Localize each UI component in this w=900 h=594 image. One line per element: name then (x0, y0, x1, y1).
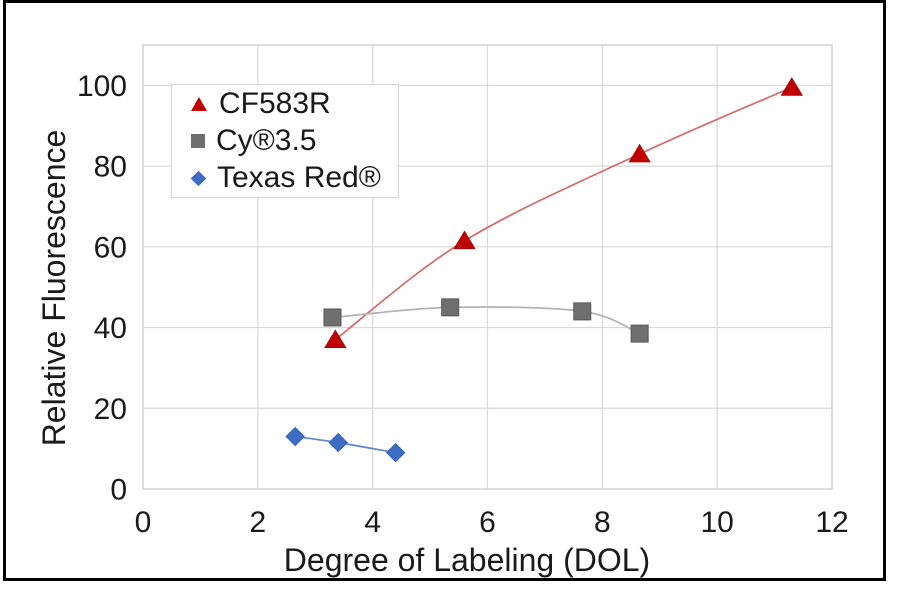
data-point-triangle (453, 230, 476, 250)
legend: CF583R Cy®3.5 Texas Red® (171, 84, 399, 198)
x-tick-label: 10 (700, 506, 733, 539)
y-tick-label: 100 (77, 70, 127, 103)
data-point-square (441, 298, 460, 317)
x-tick-label: 2 (249, 506, 266, 539)
x-tick-label: 8 (594, 506, 611, 539)
legend-label: Cy®3.5 (216, 123, 317, 157)
data-point-square (323, 308, 342, 327)
data-point-square (573, 302, 592, 321)
data-point-diamond (285, 426, 305, 447)
data-point-triangle (324, 329, 347, 349)
x-tick-label: 0 (135, 506, 152, 539)
legend-label: Texas Red® (217, 161, 381, 195)
legend-item-cy35: Cy®3.5 (190, 122, 398, 159)
data-point-diamond (328, 432, 348, 453)
diamond-marker-icon (190, 170, 207, 187)
triangle-marker-icon (191, 96, 207, 111)
legend-item-texas-red: Texas Red® (190, 160, 398, 197)
y-tick-label: 60 (94, 231, 127, 264)
data-point-triangle (780, 77, 804, 96)
legend-label: CF583R (219, 86, 331, 120)
series-line-square (332, 306, 641, 335)
x-tick-label: 6 (479, 506, 496, 539)
series-line-triangle (334, 86, 793, 341)
y-tick-label: 40 (94, 312, 127, 345)
square-marker-icon (191, 133, 205, 148)
x-axis-title: Degree of Labeling (DOL) (283, 542, 651, 578)
data-point-triangle (628, 143, 651, 163)
y-axis-title: Relative Fluorescence (36, 129, 72, 447)
x-tick-label: 4 (364, 506, 381, 539)
legend-item-cf583r: CF583R (190, 85, 398, 122)
y-tick-label: 0 (110, 474, 127, 507)
y-tick-label: 80 (94, 151, 127, 184)
y-tick-label: 20 (94, 393, 127, 426)
plot-frame (142, 44, 833, 490)
x-tick-label: 12 (815, 506, 848, 539)
data-point-diamond (385, 442, 406, 463)
data-point-square (630, 324, 649, 343)
